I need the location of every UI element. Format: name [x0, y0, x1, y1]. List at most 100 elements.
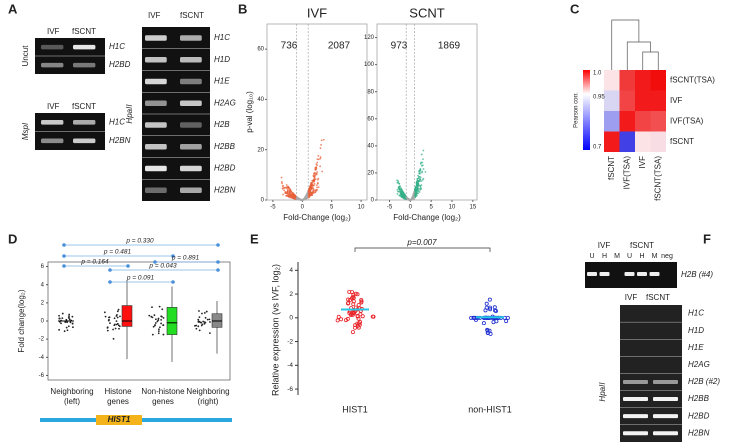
point	[487, 297, 492, 302]
gene-label: H2B (#4)	[681, 270, 713, 279]
gene-label: H1D	[688, 326, 704, 335]
plot-title: SCNT	[409, 5, 444, 20]
point	[493, 308, 498, 313]
point	[156, 320, 159, 323]
point	[286, 189, 289, 191]
gene-label: H2BB	[214, 142, 236, 151]
y-axis-label: Fold change(log₂)	[17, 289, 26, 352]
point	[58, 314, 60, 317]
x-tick-label: 15	[469, 205, 476, 211]
gene-label: H1C	[109, 42, 125, 51]
point	[419, 184, 422, 187]
gene-label: H2BB	[688, 394, 710, 403]
lane-label: M	[652, 253, 658, 260]
row-label: IVF	[670, 96, 683, 105]
point	[419, 169, 422, 172]
gel-band	[653, 431, 678, 436]
point	[351, 292, 356, 297]
lane-label: neg	[661, 253, 673, 260]
point	[280, 176, 283, 179]
legend-title: Pearson corr.	[574, 92, 580, 128]
point	[71, 315, 74, 318]
point	[335, 318, 340, 323]
row-label: IVF(TSA)	[670, 116, 704, 125]
y-tick-label: -2	[287, 338, 293, 345]
y-tick-label: 60	[257, 47, 264, 53]
gel-band	[41, 62, 64, 68]
y-tick-label: 40	[257, 97, 264, 103]
gel-band	[180, 57, 202, 63]
heat-cell	[650, 70, 666, 91]
point	[157, 317, 160, 320]
bracket	[354, 247, 491, 252]
dendrogram	[626, 41, 651, 70]
gel-band	[180, 165, 202, 172]
point	[353, 325, 358, 330]
point	[400, 195, 403, 198]
point	[161, 308, 164, 311]
point	[336, 314, 341, 319]
point	[197, 318, 200, 321]
gel-band	[623, 414, 648, 419]
point	[418, 175, 421, 178]
point	[316, 164, 319, 167]
point	[314, 190, 317, 193]
point	[311, 184, 314, 187]
bracket-end	[171, 280, 175, 284]
point	[107, 319, 110, 322]
point	[114, 327, 117, 330]
point	[421, 170, 424, 173]
gel-band	[180, 78, 202, 85]
point	[206, 318, 209, 321]
point	[314, 174, 317, 177]
point	[307, 193, 310, 196]
point	[113, 317, 116, 320]
panel-label: D	[8, 231, 17, 246]
band-label: HIST1	[108, 415, 131, 424]
point	[209, 321, 211, 323]
point	[399, 188, 402, 191]
point	[352, 311, 357, 316]
point	[208, 332, 211, 335]
point	[415, 191, 417, 193]
p-value: p = 0.164	[80, 259, 109, 266]
point	[481, 321, 486, 326]
lane-label: IVF	[625, 293, 638, 302]
point	[412, 195, 415, 198]
point	[316, 188, 319, 191]
point	[108, 316, 111, 319]
col-label: fSCNT	[607, 156, 616, 180]
point	[286, 192, 288, 195]
point	[316, 186, 318, 189]
point	[158, 305, 161, 308]
point	[296, 198, 298, 200]
point	[317, 177, 320, 180]
gel-band	[653, 414, 678, 419]
x-tick-label: 5	[330, 205, 334, 211]
point	[322, 138, 325, 141]
x-tick-line: Neighboring	[186, 387, 229, 396]
point	[417, 182, 420, 185]
point	[66, 329, 69, 332]
point	[420, 180, 423, 183]
point	[316, 171, 319, 174]
side-label: Uncut	[21, 45, 30, 67]
heat-cell	[635, 90, 651, 111]
panel-label: C	[570, 1, 580, 16]
x-tick-label: HIST1	[342, 404, 368, 414]
point	[319, 165, 322, 168]
point	[151, 333, 154, 336]
point	[422, 168, 425, 170]
count-label: 973	[391, 41, 408, 52]
y-tick-label: 0	[41, 319, 45, 325]
plot-frame	[376, 23, 478, 201]
legend-tick: 1.0	[593, 71, 602, 77]
point	[311, 179, 314, 182]
x-axis-label: Fold-Change (log₂)	[393, 213, 461, 222]
point	[416, 177, 419, 180]
point	[198, 321, 201, 323]
heat-cell	[619, 111, 635, 132]
gel-band	[649, 272, 660, 276]
point	[346, 297, 351, 302]
point	[424, 171, 427, 173]
